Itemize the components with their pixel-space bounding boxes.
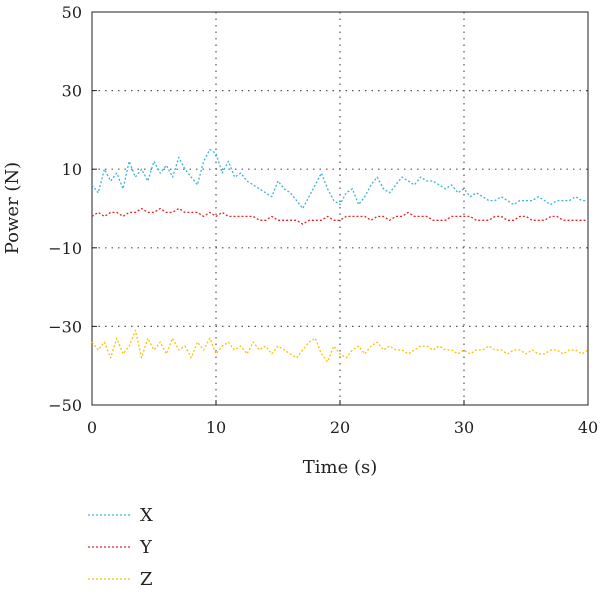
y-tick-label: 10 [62, 160, 82, 179]
series-line-y [91, 207, 588, 225]
y-axis-label: Power (N) [2, 162, 23, 254]
legend-label-x: X [140, 505, 153, 526]
grid-lines [92, 12, 588, 405]
series-line-z [91, 329, 589, 363]
x-axis-label: Time (s) [303, 457, 378, 478]
series-line-x [91, 148, 588, 210]
x-tick-label: 40 [578, 418, 598, 437]
y-tick-label: 50 [62, 3, 82, 22]
y-axis-ticks: 50 30 10 −10 −30 −50 [48, 3, 97, 415]
legend-label-y: Y [139, 537, 153, 558]
x-tick-label: 30 [454, 418, 474, 437]
x-axis-ticks: 0 10 20 30 40 [87, 400, 598, 437]
series-lines [91, 148, 589, 363]
x-tick-label: 0 [87, 418, 97, 437]
x-tick-label: 10 [206, 418, 226, 437]
legend: XYZ [88, 505, 153, 590]
y-tick-label: −10 [48, 239, 82, 258]
y-tick-label: −50 [48, 396, 82, 415]
y-tick-label: −30 [48, 317, 82, 336]
y-tick-label: 30 [62, 82, 82, 101]
x-tick-label: 20 [330, 418, 350, 437]
legend-label-z: Z [140, 569, 153, 590]
